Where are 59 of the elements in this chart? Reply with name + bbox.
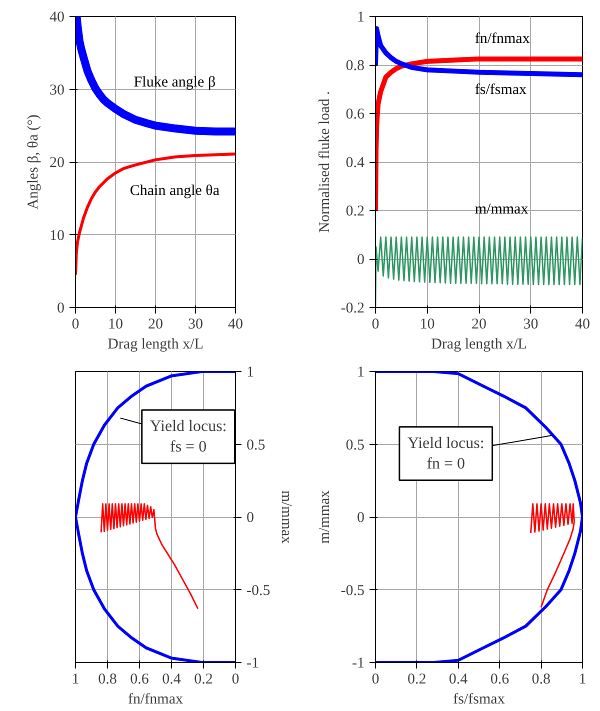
y-tick-label: 0 [246,510,254,526]
x-tick-label: 10 [108,316,123,332]
series-label: Chain angle θa [130,183,220,200]
y-tick-label: 1 [246,364,254,380]
x-tick-label: 30 [188,316,203,332]
annotation: Yield locus: fs = 0 [150,418,227,456]
series-label: fn/fnmax [474,31,530,48]
y-tick-label: 0.8 [346,58,364,74]
x-tick-label: 20 [472,316,486,332]
y-tick-label: -0.5 [246,582,270,599]
y-tick-label: 0.2 [346,204,364,220]
y-tick-label: -0.2 [340,300,365,316]
x-tick-label: 0.6 [130,672,150,688]
x-tick-label: 0 [372,316,380,332]
series-label: Fluke angle β [134,74,216,90]
y-tick-label: 10 [50,228,64,244]
y-tick-label: 40 [50,10,64,26]
y-tick-label: 1 [357,10,364,26]
x-tick-label: 0.6 [490,672,510,688]
x-axis-title: Drag length x/L [431,336,527,352]
x-tick-label: 0.2 [408,672,426,688]
y-tick-label: 0.4 [346,155,365,171]
series-label: fs/fsmax [474,82,528,98]
y-tick-label: 20 [50,155,64,171]
x-tick-label: 20 [148,316,163,332]
x-axis-title: fs/fsmax [453,692,506,708]
x-tick-label: 30 [523,316,538,332]
x-tick-label: 1 [578,672,586,688]
x-tick-label: 0 [72,316,80,332]
series-label: m/mmax [474,202,529,218]
y-tick-label: -1 [246,656,259,672]
x-tick-label: 0 [232,672,240,688]
x-tick-label: 0.4 [162,672,182,688]
x-axis-title: Drag length x/L [108,336,204,352]
y-tick-label: -1 [352,656,365,672]
x-tick-label: 0.4 [448,672,468,688]
y-tick-label: 0.5 [346,437,364,454]
y-axis-title: m/mmax [316,490,333,544]
y-tick-label: -0.5 [340,582,365,599]
x-tick-label: 10 [420,316,435,332]
x-tick-label: 40 [228,316,243,332]
x-tick-label: 1 [72,672,80,688]
y-axis-title: Angles β, θa (°) [26,114,42,210]
x-tick-label: 0 [372,672,380,688]
x-tick-label: 0.8 [532,672,550,688]
y-tick-label: 0 [57,300,64,316]
y-axis-title: Normalised fluke load . [316,91,333,233]
y-tick-label: 0 [357,510,364,526]
y-tick-label: 30 [50,82,64,98]
x-tick-label: 40 [575,316,590,332]
y-tick-label: 0.5 [246,437,266,454]
y-tick-label: 1 [357,364,364,380]
x-tick-label: 0.8 [98,672,117,688]
y-tick-label: 0 [357,252,364,268]
x-tick-label: 0.2 [194,672,213,688]
x-axis-title: fn/fnmax [128,692,184,708]
y-tick-label: 0.6 [346,106,365,122]
y-axis-title: m/mmax [278,490,294,544]
annotation: Yield locus: fn = 0 [407,434,484,472]
